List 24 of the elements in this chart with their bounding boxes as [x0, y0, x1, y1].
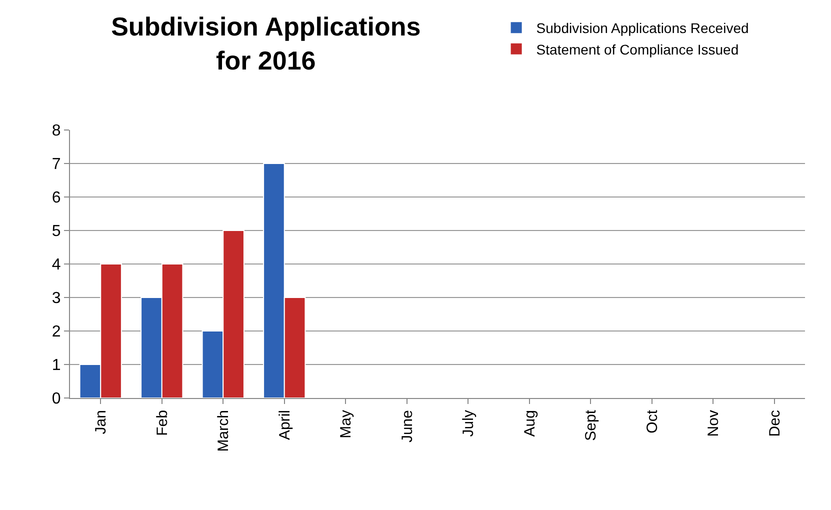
- y-tick-label: 6: [52, 190, 61, 207]
- legend-label: Subdivision Applications Received: [536, 20, 749, 36]
- y-tick-label: 7: [52, 156, 61, 174]
- y-tick-label: 4: [52, 256, 61, 274]
- y-tick-label: 3: [52, 290, 61, 308]
- legend-label: Statement of Compliance Issued: [536, 41, 739, 58]
- x-tick-label: Dec: [766, 410, 784, 437]
- y-tick-label: 1: [52, 357, 61, 374]
- x-tick-label: July: [460, 410, 478, 437]
- x-tick-label: Jan: [92, 410, 110, 434]
- y-tick-label: 5: [52, 223, 61, 240]
- y-tick-label: 8: [52, 122, 61, 140]
- x-tick-label: Nov: [705, 410, 722, 437]
- x-tick-label: Sept: [582, 409, 600, 441]
- y-tick-label: 2: [52, 324, 61, 341]
- x-tick-label: Feb: [154, 410, 171, 436]
- y-tick-label: 0: [52, 390, 61, 408]
- x-tick-label: March: [215, 410, 232, 452]
- x-tick-label: Aug: [521, 410, 538, 437]
- x-tick-label: June: [398, 410, 416, 443]
- chart-title: Subdivision Applications for 2016: [111, 12, 421, 76]
- x-tick-label: Oct: [644, 409, 661, 434]
- x-tick-label: April: [276, 410, 294, 440]
- x-tick-label: May: [338, 410, 355, 438]
